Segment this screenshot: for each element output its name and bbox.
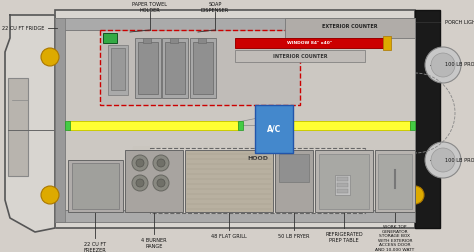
- Bar: [198, 38, 206, 43]
- Bar: [279, 154, 309, 182]
- Text: TRAILERS: TRAILERS: [130, 144, 355, 186]
- Polygon shape: [5, 15, 55, 232]
- Bar: [287, 121, 292, 130]
- Text: 22 CU FT FRIDGE: 22 CU FT FRIDGE: [2, 25, 45, 30]
- Bar: [190, 38, 216, 98]
- Text: 22 CU FT
FREEZER: 22 CU FT FREEZER: [83, 242, 106, 252]
- Bar: [378, 154, 412, 209]
- Bar: [55, 18, 415, 30]
- Text: EXTERIOR COUNTER: EXTERIOR COUNTER: [322, 24, 378, 29]
- Bar: [410, 121, 415, 130]
- Bar: [315, 150, 373, 212]
- Circle shape: [41, 186, 59, 204]
- Bar: [162, 38, 188, 98]
- Bar: [235, 50, 365, 62]
- Bar: [68, 160, 123, 212]
- Text: 48 FLAT GRILL: 48 FLAT GRILL: [211, 234, 247, 239]
- Bar: [55, 10, 415, 228]
- Bar: [111, 48, 125, 90]
- Bar: [255, 105, 293, 153]
- Circle shape: [136, 179, 144, 187]
- Bar: [185, 150, 273, 212]
- Bar: [65, 121, 70, 130]
- Bar: [108, 45, 128, 95]
- Circle shape: [425, 47, 461, 83]
- Bar: [8, 78, 28, 176]
- Bar: [275, 150, 313, 212]
- Bar: [415, 10, 440, 228]
- Text: HOOD: HOOD: [247, 155, 268, 161]
- Bar: [319, 154, 369, 209]
- Bar: [103, 33, 117, 43]
- Text: 4 BURNER
RANGE: 4 BURNER RANGE: [141, 238, 167, 249]
- Circle shape: [157, 179, 165, 187]
- Bar: [100, 30, 300, 105]
- Circle shape: [153, 175, 169, 191]
- Bar: [143, 38, 151, 43]
- Circle shape: [431, 53, 455, 77]
- Bar: [238, 121, 243, 130]
- Bar: [290, 121, 410, 130]
- Text: PORCH LIGHT: PORCH LIGHT: [445, 19, 474, 24]
- Bar: [337, 177, 348, 181]
- Bar: [138, 42, 158, 94]
- Circle shape: [136, 159, 144, 167]
- Bar: [285, 18, 415, 38]
- Bar: [72, 163, 119, 209]
- Circle shape: [153, 155, 169, 171]
- Bar: [135, 38, 161, 98]
- Bar: [150, 148, 365, 213]
- Text: SOAP
DISPENSER: SOAP DISPENSER: [201, 2, 229, 13]
- Circle shape: [132, 155, 148, 171]
- Bar: [337, 183, 348, 187]
- Text: 100 LB PROPANE: 100 LB PROPANE: [445, 62, 474, 68]
- Text: INTERIOR COUNTER: INTERIOR COUNTER: [273, 53, 327, 58]
- Text: A/C: A/C: [267, 124, 281, 134]
- Circle shape: [41, 48, 59, 66]
- Bar: [375, 150, 415, 212]
- Bar: [55, 210, 415, 222]
- Circle shape: [132, 175, 148, 191]
- Bar: [170, 38, 178, 43]
- Circle shape: [425, 142, 461, 178]
- Text: WINDOW 84" x40": WINDOW 84" x40": [287, 41, 333, 45]
- Circle shape: [431, 148, 455, 172]
- Bar: [65, 30, 415, 210]
- Bar: [193, 42, 213, 94]
- Bar: [235, 38, 385, 48]
- Text: 100 LB PROPANE: 100 LB PROPANE: [445, 158, 474, 163]
- Text: WORK TOP
GENERATOR
STORAGE BOX
WITH EXTERIOR
ACCESS DOOR
AND 10,000 WATT
GENERAT: WORK TOP GENERATOR STORAGE BOX WITH EXTE…: [375, 225, 415, 252]
- Circle shape: [406, 186, 424, 204]
- Bar: [165, 42, 185, 94]
- Bar: [55, 18, 65, 222]
- Circle shape: [157, 159, 165, 167]
- Text: 50 LB FRYER: 50 LB FRYER: [278, 234, 310, 239]
- Bar: [383, 36, 391, 50]
- Bar: [337, 189, 348, 193]
- Bar: [68, 121, 238, 130]
- Text: REFRIGERATED
PREP TABLE: REFRIGERATED PREP TABLE: [325, 232, 363, 243]
- Bar: [125, 150, 183, 212]
- Text: PAPER TOWEL
HOLDER: PAPER TOWEL HOLDER: [133, 2, 167, 13]
- Bar: [335, 175, 350, 195]
